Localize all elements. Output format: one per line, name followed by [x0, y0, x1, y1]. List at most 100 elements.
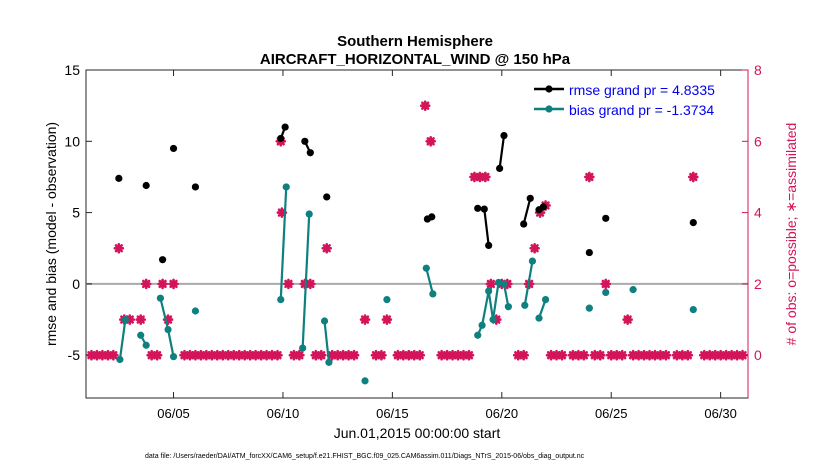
obs-count-marker [529, 242, 540, 254]
obs-count-marker [485, 278, 497, 290]
obs-count-marker [660, 349, 672, 361]
bias-point [541, 296, 550, 304]
y2-axis-label: # of obs: o=possible; ∗=assimilated [783, 123, 799, 346]
obs-count-marker [97, 349, 108, 361]
bias-point [277, 296, 285, 304]
obs-count-marker [671, 349, 683, 361]
bias-point [535, 314, 543, 322]
obs-count-marker [704, 349, 716, 361]
obs-count-marker [677, 349, 688, 361]
obs-count-marker [649, 349, 661, 361]
bias-point [478, 321, 486, 329]
obs-count-marker [419, 100, 431, 111]
obs-count-marker [611, 349, 622, 361]
obs-count-marker [480, 171, 491, 183]
obs-count-marker [622, 314, 633, 325]
obs-count-marker [392, 349, 404, 361]
bias-point [429, 290, 437, 298]
chart-subtitle: AIRCRAFT_HORIZONTAL_WIND @ 150 hPa [260, 51, 571, 68]
obs-count-marker [414, 349, 426, 361]
obs-count-marker [255, 349, 267, 361]
obs-count-marker [102, 349, 114, 361]
legend: rmse grand pr = 4.8335 bias grand pr = -… [530, 76, 744, 120]
y-tick-label: 10 [64, 133, 80, 149]
obs-count-marker [512, 349, 524, 361]
obs-count-marker [584, 171, 595, 183]
y2-tick-label: 2 [754, 276, 762, 292]
rmse-point [539, 203, 547, 211]
data-file-footnote: data file: /Users/raeder/DAI/ATM_forcXX/… [145, 453, 585, 460]
obs-count-marker [726, 349, 737, 361]
obs-count-marker [310, 349, 322, 361]
data-series [115, 123, 697, 385]
obs-count-marker [463, 349, 475, 361]
obs-count-marker [288, 349, 300, 361]
rmse-series-line [498, 135, 506, 169]
obs-count-marker [616, 349, 628, 361]
y-tick-label: -5 [68, 347, 81, 363]
rmse-point [169, 144, 178, 153]
rmse-point [277, 134, 285, 143]
bias-point [383, 296, 391, 304]
bias-point [142, 341, 150, 349]
obs-count-marker [217, 349, 229, 361]
obs-count-marker [179, 349, 190, 361]
obs-count-marker [567, 349, 579, 361]
bias-series-line [323, 320, 331, 363]
x-axis: 06/05 06/10 06/15 06/20 06/25 06/30 [157, 70, 737, 421]
plot-frame [85, 69, 749, 399]
rmse-point [500, 132, 508, 140]
y2-tick-label: 0 [754, 347, 762, 363]
obs-count-marker [151, 349, 163, 361]
obs-count-marker [239, 349, 250, 361]
obs-count-marker [228, 349, 240, 361]
obs-count-marker [206, 349, 218, 361]
rmse-point [281, 123, 289, 131]
bias-point [500, 280, 508, 288]
x-tick-label: 06/05 [157, 406, 190, 421]
y2-tick-label: 6 [754, 133, 762, 149]
obs-count-marker [359, 314, 371, 325]
obs-count-marker [233, 349, 245, 361]
obs-count-marker [398, 349, 409, 361]
rmse-point [602, 214, 610, 222]
rmse-point [158, 256, 167, 264]
legend-bias-label: bias grand pr = -1.3734 [569, 102, 714, 118]
obs-count-marker [140, 278, 152, 290]
bias-point [164, 325, 172, 334]
legend-box [530, 76, 744, 120]
obs-count-marker [655, 349, 666, 361]
bias-point [602, 288, 610, 297]
bias-point [485, 287, 493, 295]
bias-point [299, 344, 307, 352]
y-axis-label: rmse and bias (model - observation) [43, 122, 59, 346]
bias-point [116, 355, 124, 364]
y-axis-right: 0 2 4 6 8 [742, 62, 762, 398]
obs-count-marker [315, 349, 327, 361]
obs-count-marker [305, 278, 316, 290]
obs-count-marker [212, 349, 223, 361]
bias-point [305, 210, 313, 218]
obs-count-marker [687, 171, 699, 183]
bias-point [629, 286, 637, 294]
rmse-point [323, 193, 331, 201]
obs-count-marker [376, 349, 387, 361]
x-tick-label: 06/10 [267, 406, 300, 421]
rmse-point [115, 174, 123, 182]
bias-series-line [301, 213, 311, 349]
x-tick-label: 06/20 [486, 406, 519, 421]
obs-count-marker [469, 171, 480, 183]
obs-count-marker [124, 314, 136, 325]
rmse-series-line [522, 198, 532, 225]
rmse-point [306, 149, 314, 157]
rmse-point [474, 204, 482, 212]
rmse-point [689, 218, 697, 227]
obs-count-marker [425, 136, 436, 147]
obs-count-marker [578, 349, 590, 361]
obs-count-marker [168, 278, 179, 290]
y-tick-label: 15 [64, 62, 80, 78]
obs-count-marker [600, 278, 612, 290]
obs-count-marker [266, 349, 278, 361]
y-tick-label: 0 [72, 276, 80, 292]
